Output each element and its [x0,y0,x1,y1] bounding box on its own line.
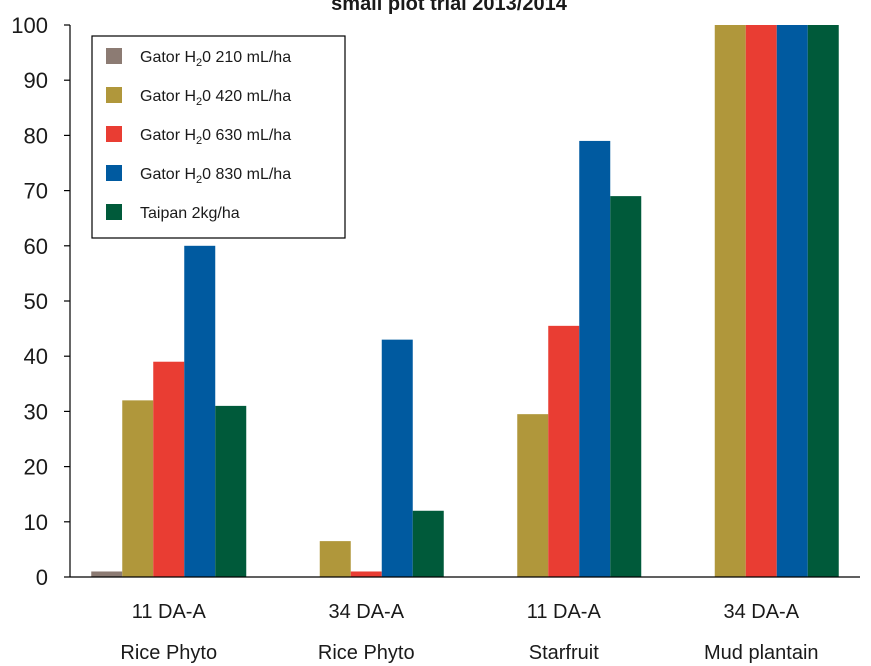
y-tick-label: 30 [24,399,48,424]
legend-box [91,35,346,239]
legend-swatch [106,126,122,142]
legend: Gator H20 210 mL/ha Gator H20 420 mL/ha Ga… [91,35,346,239]
y-tick-label: 90 [24,68,48,93]
x-category-label: Mud plantain [704,642,819,664]
bar-series-4-cat-3 [579,140,611,578]
legend-label: Gator H20 630 mL/ha [140,127,291,147]
legend-swatch [106,165,122,181]
bar-series-3-cat-2 [350,571,382,577]
y-tick-label: 60 [24,234,48,259]
y-tick-label: 100 [11,13,48,38]
legend-swatch [106,204,122,220]
y-axis: 0 10 20 30 40 50 60 70 80 90 100 [11,13,70,590]
x-axis: 11 DA-A Rice Phyto 34 DA-A Rice Phyto 11 DA-… [120,601,818,664]
chart-title: small plot trial 2013/2014 [331,0,568,15]
x-category-label: 11 DA-A [132,601,207,623]
bar-series-2-cat-2 [319,541,351,577]
y-tick-label: 50 [24,289,48,314]
bar-series-3-cat-4 [745,25,777,577]
legend-label: Taipan 2kg/ha [140,205,240,222]
legend-label: Gator H20 210 mL/ha [140,49,291,69]
bar-series-5-cat-4 [807,25,839,577]
x-category-label: 34 DA-A [723,601,799,623]
bar-series-5-cat-2 [412,510,444,577]
y-tick-label: 0 [36,565,48,590]
x-category-label: Rice Phyto [120,642,217,664]
legend-label: Gator H20 830 mL/ha [140,166,291,186]
x-category-label: 34 DA-A [328,601,404,623]
bar-series-1-cat-1 [91,571,123,577]
legend-swatch [106,48,122,64]
bar-series-2-cat-3 [517,414,549,577]
x-category-label: 11 DA-A [527,601,602,623]
bar-series-2-cat-1 [122,400,154,577]
bar-series-3-cat-1 [153,361,185,577]
bar-series-3-cat-3 [548,325,580,577]
y-tick-label: 70 [24,179,48,204]
x-category-label: Rice Phyto [318,642,415,664]
bars-group [91,25,839,578]
legend-label: Gator H20 420 mL/ha [140,88,291,108]
y-tick-label: 20 [24,455,48,480]
x-category-label: Starfruit [529,642,599,664]
bar-series-5-cat-3 [610,196,642,577]
bar-series-2-cat-4 [714,25,746,577]
bar-series-4-cat-2 [381,339,413,577]
y-tick-label: 40 [24,344,48,369]
bar-series-4-cat-4 [776,25,808,577]
y-tick-label: 80 [24,123,48,148]
legend-swatch [106,87,122,103]
y-tick-label: 10 [24,510,48,535]
bar-series-4-cat-1 [184,245,216,578]
bar-series-5-cat-1 [215,405,247,577]
